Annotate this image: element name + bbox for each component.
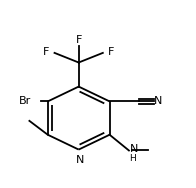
Text: N: N [154,96,162,106]
Text: H: H [129,154,136,163]
Text: N: N [130,144,138,154]
Text: F: F [108,47,114,57]
Text: F: F [75,35,82,45]
Text: N: N [75,155,84,165]
Text: F: F [43,47,50,57]
Text: Br: Br [19,96,31,106]
